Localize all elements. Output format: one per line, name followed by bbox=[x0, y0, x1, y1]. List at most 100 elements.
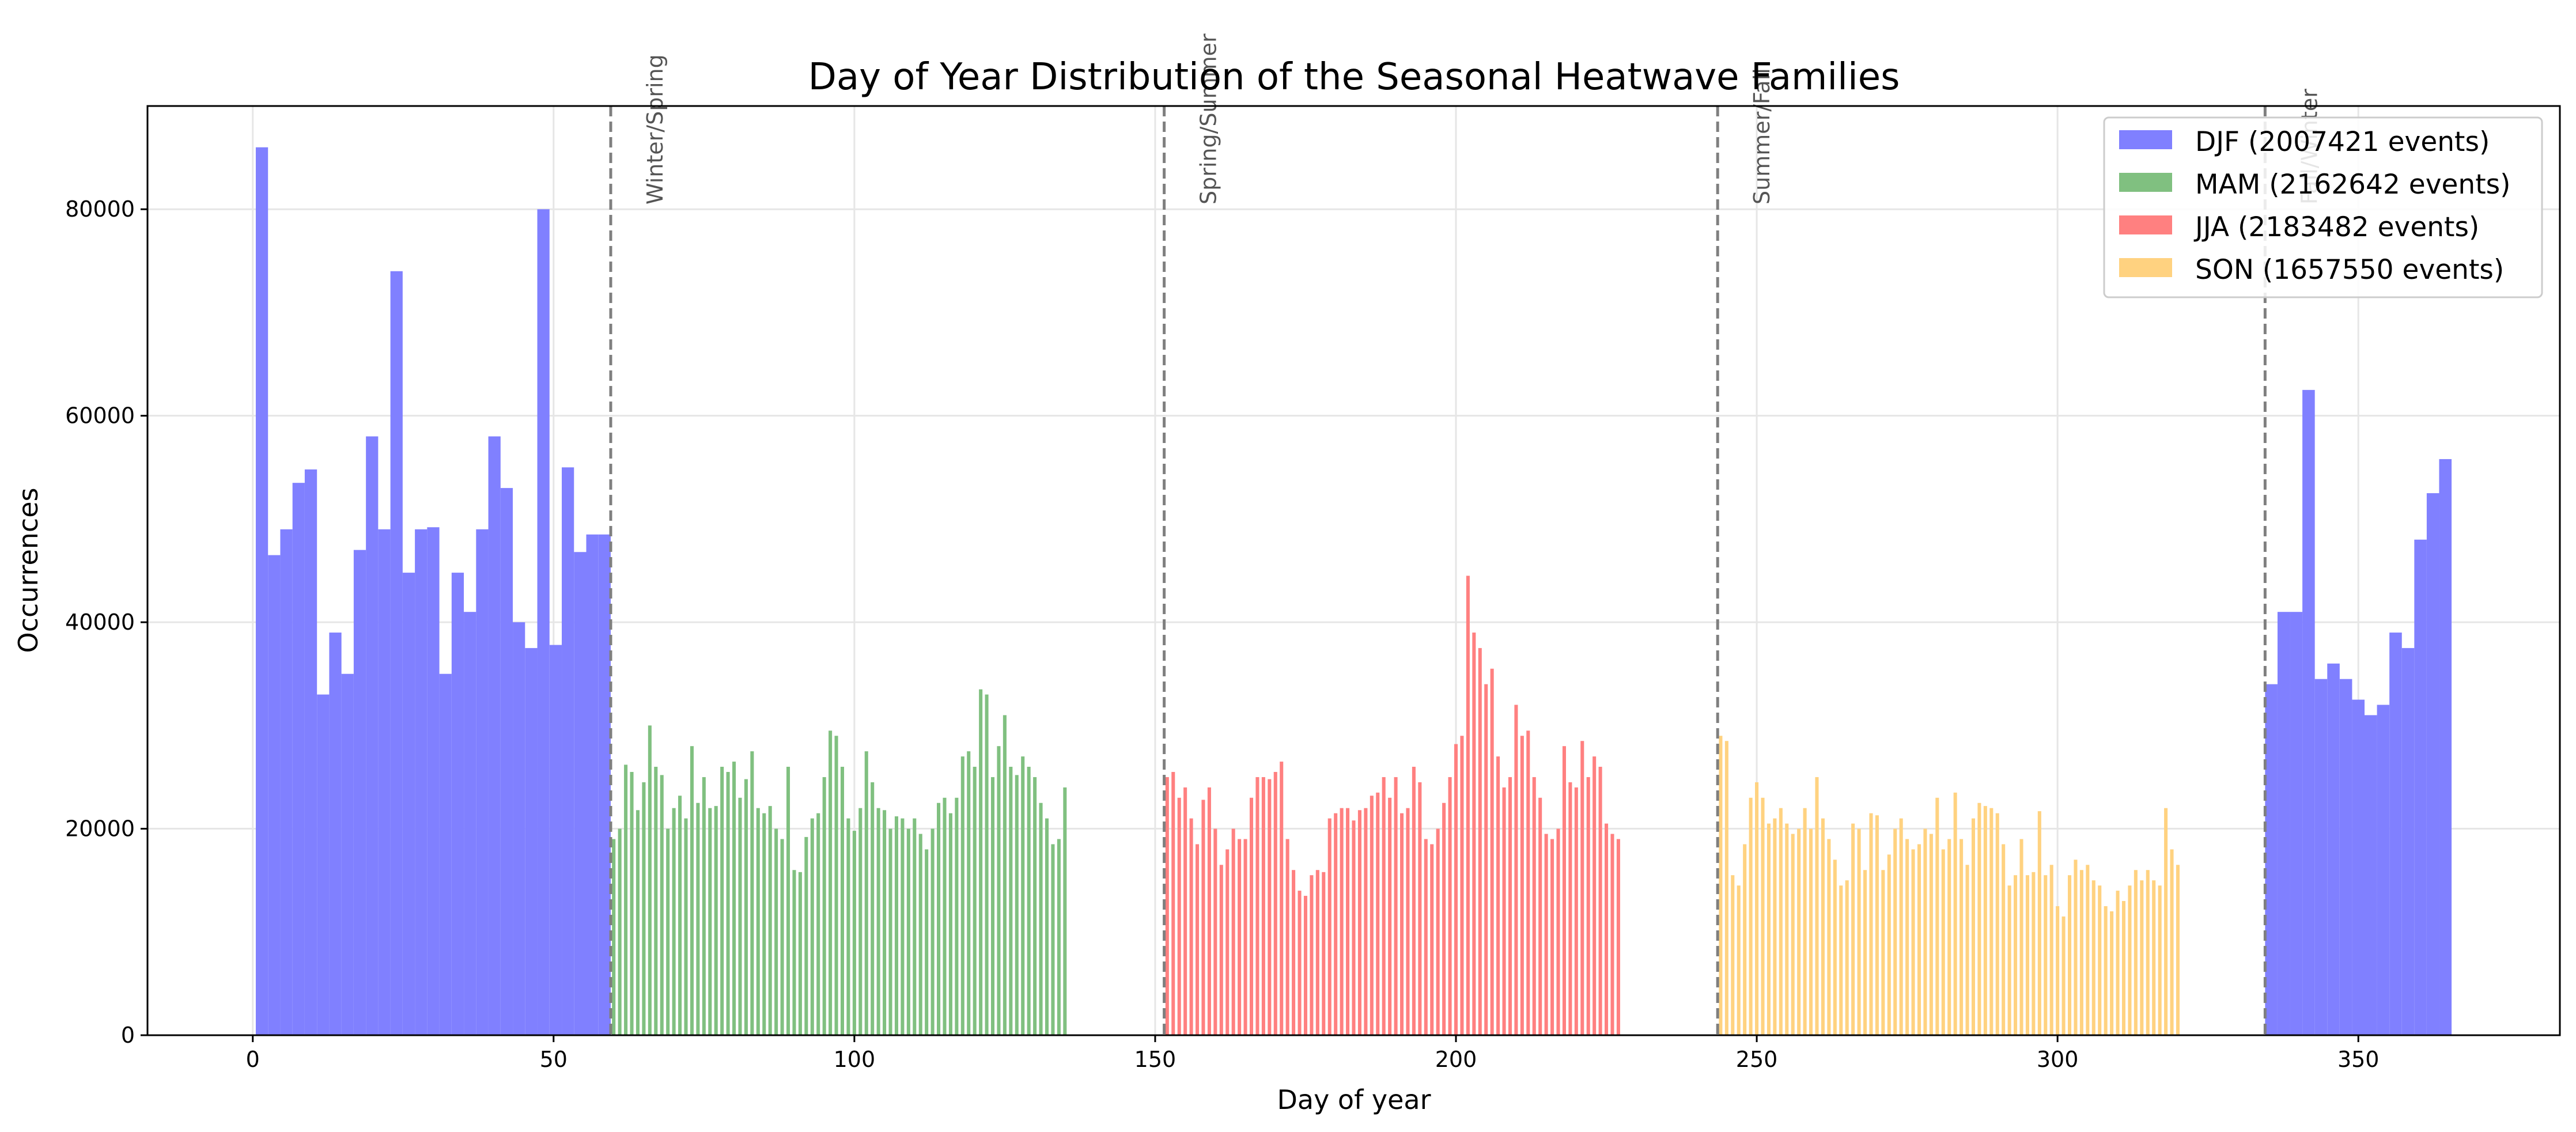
y-tick-label: 40000 bbox=[65, 609, 135, 635]
bar-jja bbox=[1394, 777, 1398, 1035]
bar-djf bbox=[402, 573, 415, 1035]
bar-mam bbox=[774, 828, 778, 1035]
bar-mam bbox=[672, 808, 676, 1035]
bar-jja bbox=[1238, 839, 1242, 1035]
bar-son bbox=[1821, 818, 1825, 1035]
bar-mam bbox=[943, 797, 947, 1035]
bar-jja bbox=[1364, 808, 1368, 1035]
bar-son bbox=[1851, 823, 1855, 1035]
bar-jja bbox=[1177, 797, 1181, 1035]
bar-jja bbox=[1261, 777, 1265, 1035]
y-tick-label: 80000 bbox=[65, 196, 135, 222]
bar-son bbox=[2067, 875, 2072, 1035]
bar-jja bbox=[1466, 576, 1470, 1035]
bar-mam bbox=[858, 808, 863, 1035]
season-boundary-label: Spring/Summer bbox=[1196, 33, 1221, 205]
bar-mam bbox=[1015, 775, 1019, 1035]
legend-frame bbox=[2103, 116, 2543, 298]
bar-djf bbox=[2265, 684, 2278, 1035]
x-tick-label: 250 bbox=[1736, 1047, 1778, 1072]
bar-djf bbox=[2302, 389, 2315, 1035]
bar-mam bbox=[624, 764, 628, 1035]
bar-son bbox=[1953, 792, 1957, 1035]
bar-jja bbox=[1544, 834, 1548, 1035]
bar-mam bbox=[750, 751, 754, 1035]
bar-mam bbox=[1003, 715, 1007, 1035]
bar-son bbox=[2098, 885, 2102, 1035]
bar-mam bbox=[636, 810, 640, 1035]
bar-mam bbox=[684, 818, 688, 1035]
bar-son bbox=[1815, 777, 1819, 1035]
bar-mam bbox=[906, 828, 910, 1035]
bar-mam bbox=[702, 777, 706, 1035]
bar-djf bbox=[513, 622, 525, 1035]
bar-son bbox=[1960, 839, 1964, 1035]
bar-son bbox=[2061, 916, 2066, 1035]
bar-jja bbox=[1340, 808, 1344, 1035]
bar-son bbox=[1935, 797, 1939, 1035]
bar-djf bbox=[304, 469, 317, 1035]
legend-swatch-mam bbox=[2119, 173, 2172, 192]
bar-jja bbox=[1574, 787, 1578, 1035]
bar-jja bbox=[1183, 787, 1187, 1035]
bar-jja bbox=[1406, 808, 1410, 1035]
bar-son bbox=[1731, 875, 1735, 1035]
bar-jja bbox=[1580, 741, 1584, 1035]
legend: DJF (2007421 events) MAM (2162642 events… bbox=[2103, 116, 2543, 298]
bar-djf bbox=[451, 573, 464, 1035]
bar-jja bbox=[1484, 684, 1488, 1035]
bar-mam bbox=[654, 767, 658, 1035]
bar-jja bbox=[1303, 896, 1307, 1035]
bar-jja bbox=[1520, 736, 1524, 1035]
bar-djf bbox=[476, 529, 489, 1035]
bar-djf bbox=[415, 529, 428, 1035]
bar-mam bbox=[1063, 787, 1067, 1035]
bar-djf bbox=[439, 673, 452, 1035]
bar-djf bbox=[586, 534, 599, 1035]
bar-mam bbox=[888, 828, 892, 1035]
bar-djf bbox=[549, 645, 562, 1035]
bar-son bbox=[1905, 839, 1909, 1035]
bar-jja bbox=[1538, 797, 1542, 1035]
bar-mam bbox=[738, 797, 742, 1035]
legend-swatch-djf bbox=[2119, 130, 2172, 149]
bar-son bbox=[2104, 906, 2108, 1035]
bar-son bbox=[2037, 811, 2041, 1035]
bar-son bbox=[1917, 844, 1921, 1035]
bar-djf bbox=[2327, 663, 2340, 1035]
bar-son bbox=[1941, 849, 1945, 1035]
season-boundary-label: Winter/Spring bbox=[642, 54, 668, 205]
bar-mam bbox=[780, 839, 784, 1035]
bar-son bbox=[2014, 875, 2018, 1035]
bar-son bbox=[1803, 808, 1807, 1035]
bar-mam bbox=[930, 828, 935, 1035]
bar-son bbox=[1869, 813, 1873, 1035]
season-boundary-label: Summer/Fall bbox=[1749, 68, 1775, 205]
bar-djf bbox=[2277, 612, 2290, 1035]
bar-jja bbox=[1448, 777, 1452, 1035]
bar-jja bbox=[1550, 839, 1554, 1035]
bar-jja bbox=[1454, 744, 1458, 1035]
bar-djf bbox=[537, 209, 550, 1036]
bar-mam bbox=[822, 777, 826, 1035]
bar-djf bbox=[2377, 705, 2390, 1035]
bar-djf bbox=[2389, 633, 2402, 1035]
bar-son bbox=[2110, 911, 2114, 1035]
bar-son bbox=[2134, 870, 2138, 1035]
bar-jja bbox=[1219, 865, 1223, 1035]
bar-mam bbox=[678, 796, 682, 1035]
bar-mam bbox=[648, 725, 652, 1035]
bar-mam bbox=[804, 836, 808, 1035]
bar-jja bbox=[1189, 818, 1193, 1035]
bar-jja bbox=[1478, 648, 1482, 1035]
bar-jja bbox=[1315, 870, 1319, 1035]
bar-mam bbox=[744, 779, 748, 1035]
bar-mam bbox=[840, 767, 845, 1035]
bar-son bbox=[1971, 818, 1975, 1035]
bar-jja bbox=[1592, 756, 1597, 1035]
bar-djf bbox=[2401, 648, 2415, 1035]
bar-mam bbox=[786, 767, 790, 1035]
bar-jja bbox=[1508, 777, 1512, 1035]
bar-jja bbox=[1605, 823, 1609, 1035]
bar-mam bbox=[1051, 844, 1055, 1035]
